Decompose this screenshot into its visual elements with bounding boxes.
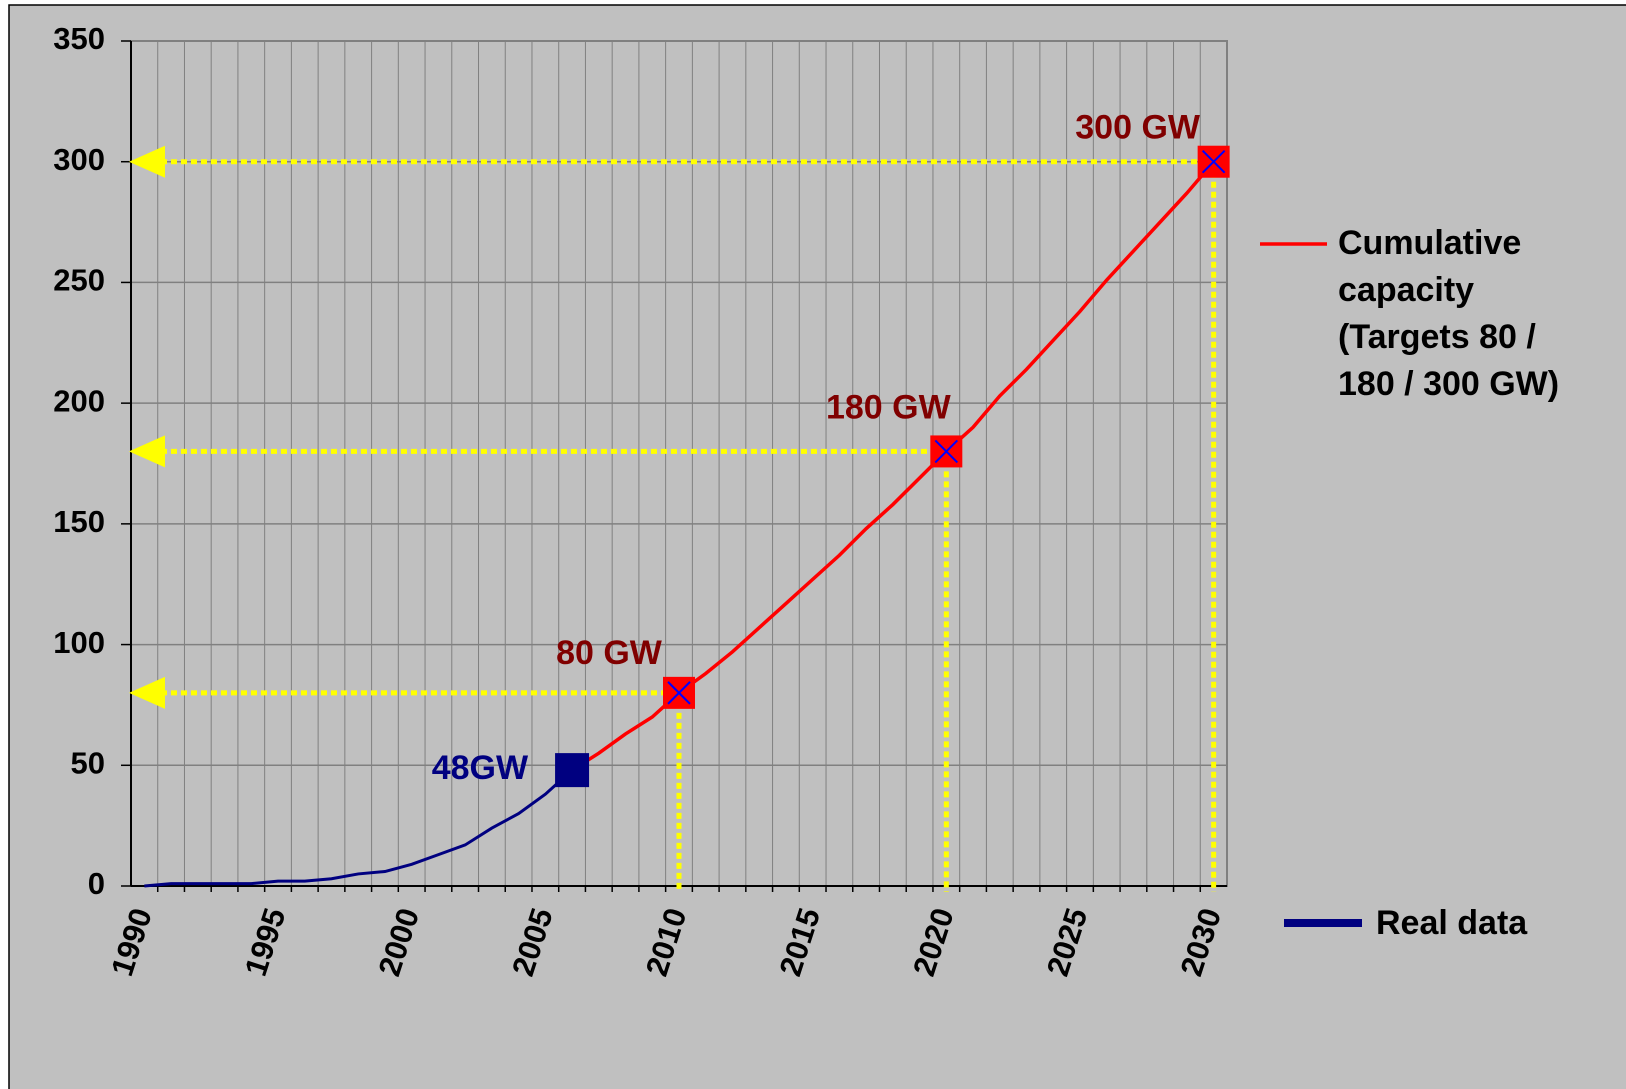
guide-arrowhead	[129, 676, 165, 709]
legend-label: Real data	[1376, 904, 1528, 942]
line-series	[144, 769, 574, 888]
guide-arrowhead	[129, 435, 165, 468]
guide-arrowhead	[129, 145, 165, 178]
legend-label: Cumulative capacity (Targets 80 / 180 / …	[1338, 224, 1560, 403]
y-tick-label: 150	[53, 504, 105, 539]
marker-cross	[1201, 150, 1226, 174]
y-tick-label: 200	[53, 383, 105, 418]
y-tick-label: 50	[71, 745, 105, 780]
marker-cross	[934, 439, 959, 464]
y-tick-label: 300	[53, 142, 105, 177]
marker-cross	[667, 681, 691, 705]
annotation: 180 GW	[826, 388, 952, 426]
annotation: 48GW	[432, 749, 529, 787]
y-tick-label: 350	[53, 21, 105, 56]
annotation: 80 GW	[556, 634, 663, 672]
y-tick-label: 0	[88, 866, 105, 901]
y-tick-label: 250	[53, 263, 105, 298]
y-tick-label: 100	[53, 625, 105, 660]
plot-area	[130, 40, 1228, 887]
marker	[555, 753, 590, 788]
annotation: 300 GW	[1075, 109, 1201, 147]
